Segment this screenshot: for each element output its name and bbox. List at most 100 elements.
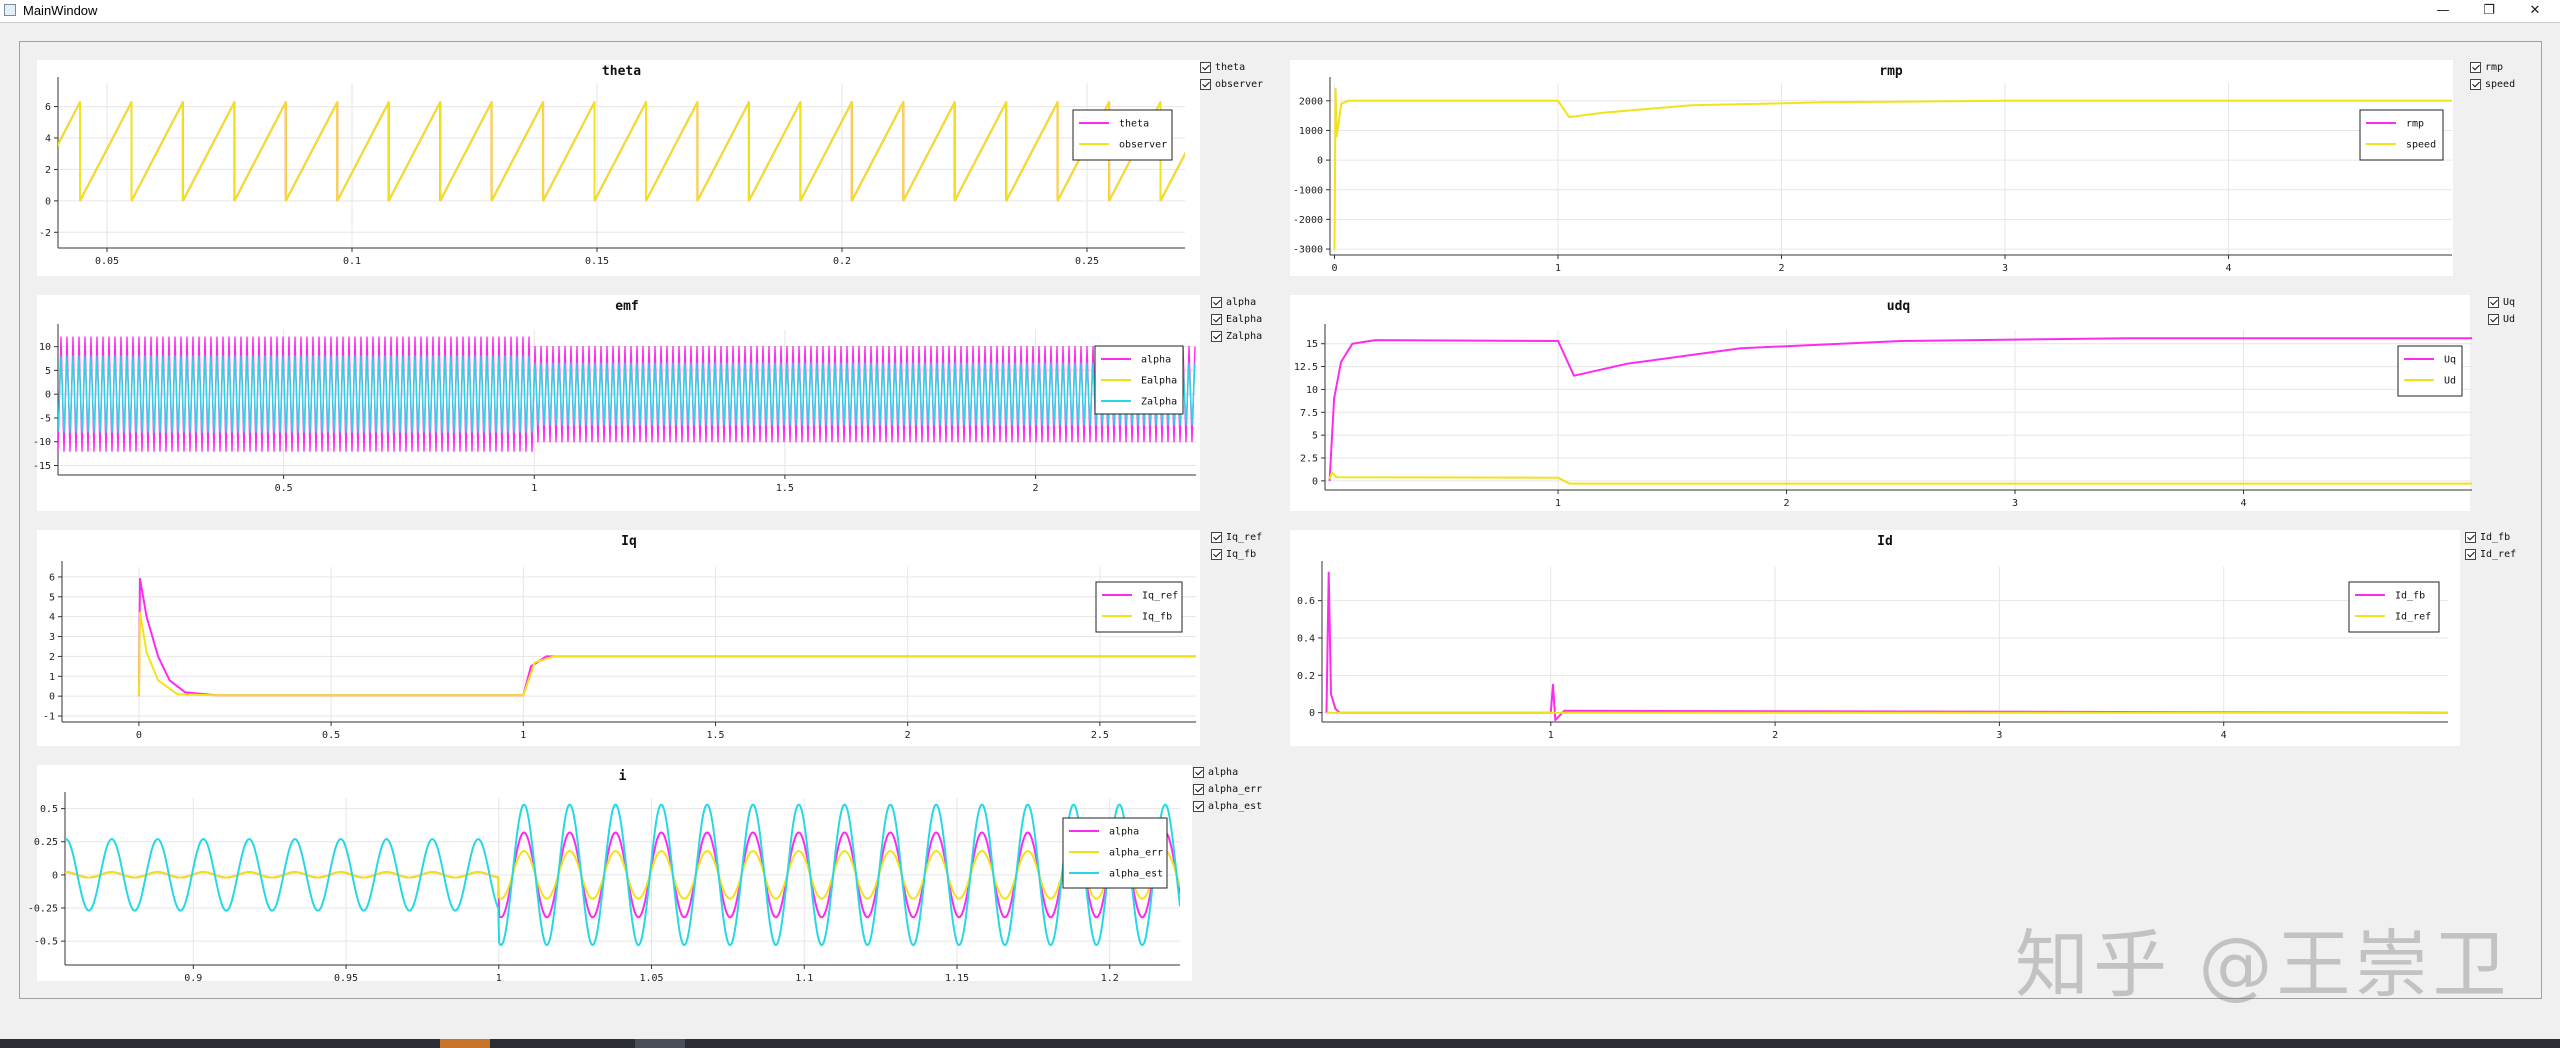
plot-title: theta: [602, 64, 641, 79]
minimize-button[interactable]: —: [2436, 3, 2450, 18]
x-tick-label: 1.05: [639, 973, 663, 984]
toggle-label: Uq: [2503, 297, 2516, 308]
legend-box: [2359, 109, 2444, 161]
plot-title: Id: [1877, 534, 1893, 549]
series-layer: [65, 803, 1180, 947]
x-tick-label: 0: [136, 730, 142, 741]
id-series-toggles: Id_fb Id_ref: [2465, 529, 2516, 563]
taskbar-item[interactable]: [635, 1039, 685, 1048]
toggle-label: theta: [1215, 62, 1246, 73]
toggle-theta[interactable]: theta: [1200, 59, 1263, 76]
maximize-button[interactable]: ❐: [2483, 3, 2495, 18]
plot-background: [37, 530, 1200, 746]
legend-theta: theta observer: [1072, 109, 1173, 161]
x-tick-label: 0.25: [1075, 256, 1099, 267]
y-tick-label: 10: [1306, 385, 1318, 396]
y-tick-label: 3: [49, 632, 55, 643]
plot-background: [37, 765, 1192, 981]
legend-box: [2397, 345, 2463, 397]
checkbox-icon[interactable]: [1211, 314, 1222, 325]
toggle-id-fb[interactable]: Id_fb: [2465, 529, 2516, 546]
checkbox-icon[interactable]: [1211, 532, 1222, 543]
plot-title: Iq: [621, 534, 637, 549]
x-tick-label: 1.1: [795, 973, 813, 984]
y-tick-label: -0.25: [28, 904, 58, 915]
toggle-ud[interactable]: Ud: [2488, 311, 2515, 328]
plot-title: emf: [615, 299, 638, 314]
checkbox-icon[interactable]: [2465, 549, 2476, 560]
title-bar: MainWindow — ❐ ✕: [0, 0, 2560, 23]
checkbox-icon[interactable]: [1200, 79, 1211, 90]
checkbox-icon[interactable]: [1211, 331, 1222, 342]
toggle-label: Id_ref: [2480, 549, 2517, 560]
plot-title: i: [619, 769, 627, 784]
y-tick-label: 0.4: [1297, 633, 1315, 644]
toggle-rmp[interactable]: rmp: [2470, 59, 2515, 76]
checkbox-icon[interactable]: [2488, 314, 2499, 325]
legend-label: alpha: [1141, 355, 1171, 366]
checkbox-icon[interactable]: [1193, 784, 1204, 795]
y-tick-label: 6: [49, 572, 55, 583]
x-tick-label: 3: [2012, 498, 2018, 509]
legend-label: Zalpha: [1141, 397, 1177, 408]
plot-Id: Id 1 2 3 4 0 0.2 0.4 0.6 Id_fb Id_ref: [1290, 530, 2460, 746]
x-tick-label: 0.05: [95, 256, 119, 267]
x-tick-label: 4: [2240, 498, 2246, 509]
toggle-iq-ref[interactable]: Iq_ref: [1211, 529, 1262, 546]
checkbox-icon[interactable]: [1211, 297, 1222, 308]
checkbox-icon[interactable]: [1200, 62, 1211, 73]
y-tick-label: 0.25: [34, 837, 58, 848]
toggle-label: Zalpha: [1226, 331, 1263, 342]
checkbox-icon[interactable]: [1211, 549, 1222, 560]
checkbox-icon[interactable]: [1193, 767, 1204, 778]
taskbar-item[interactable]: [440, 1039, 490, 1048]
y-tick-label: 4: [49, 612, 55, 623]
toggle-uq[interactable]: Uq: [2488, 294, 2515, 311]
y-tick-label: 0: [45, 196, 51, 207]
grid: [62, 567, 1196, 722]
legend-emf: alpha Ealpha Zalpha: [1094, 345, 1184, 415]
y-tick-label: 6: [45, 102, 51, 113]
checkbox-icon[interactable]: [2470, 79, 2481, 90]
x-tick-label: 1.2: [1101, 973, 1119, 984]
checkbox-icon[interactable]: [2488, 297, 2499, 308]
theta-series-toggles: theta observer: [1200, 59, 1263, 93]
close-button[interactable]: ✕: [2529, 3, 2541, 18]
taskbar: [0, 1039, 2560, 1048]
legend-label: Iq_fb: [1142, 612, 1172, 623]
toggle-alpha[interactable]: alpha: [1211, 294, 1262, 311]
toggle-label: Ealpha: [1226, 314, 1263, 325]
toggle-alpha-err[interactable]: alpha_err: [1193, 781, 1262, 798]
plot-udq: udq 1 2 3 4 0 2.5 5 7.5 10 12.5 15 Uq Ud: [1290, 295, 2472, 511]
y-tick-label: 12.5: [1294, 362, 1318, 373]
toggle-id-ref[interactable]: Id_ref: [2465, 546, 2516, 563]
rmp-series-toggles: rmp speed: [2470, 59, 2515, 93]
series-Zalpha: [58, 355, 1196, 433]
x-tick-label: 1: [520, 730, 526, 741]
y-tick-label: 1: [49, 672, 55, 683]
y-tick-label: -15: [33, 461, 51, 472]
y-tick-label: 0.2: [1297, 671, 1315, 682]
y-tick-label: 5: [45, 366, 51, 377]
toggle-speed[interactable]: speed: [2470, 76, 2515, 93]
checkbox-icon[interactable]: [2470, 62, 2481, 73]
x-tick-label: 3: [1996, 730, 2002, 741]
x-tick-label: 1.5: [776, 483, 794, 494]
x-tick-label: 4: [2225, 263, 2231, 274]
toggle-label: Id_fb: [2480, 532, 2511, 543]
toggle-iq-fb[interactable]: Iq_fb: [1211, 546, 1262, 563]
toggle-label: alpha_est: [1208, 801, 1263, 812]
series-Iq_fb: [137, 611, 1196, 697]
toggle-observer[interactable]: observer: [1200, 76, 1263, 93]
checkbox-icon[interactable]: [1193, 801, 1204, 812]
toggle-ealpha[interactable]: Ealpha: [1211, 311, 1262, 328]
toggle-alpha[interactable]: alpha: [1193, 764, 1262, 781]
x-tick-label: 2: [1778, 263, 1784, 274]
y-tick-label: 5: [1312, 431, 1318, 442]
checkbox-icon[interactable]: [2465, 532, 2476, 543]
y-tick-label: 15: [1306, 339, 1318, 350]
x-tick-label: 0.2: [833, 256, 851, 267]
y-tick-label: 2: [49, 652, 55, 663]
toggle-alpha-est[interactable]: alpha_est: [1193, 798, 1262, 815]
toggle-zalpha[interactable]: Zalpha: [1211, 328, 1262, 345]
